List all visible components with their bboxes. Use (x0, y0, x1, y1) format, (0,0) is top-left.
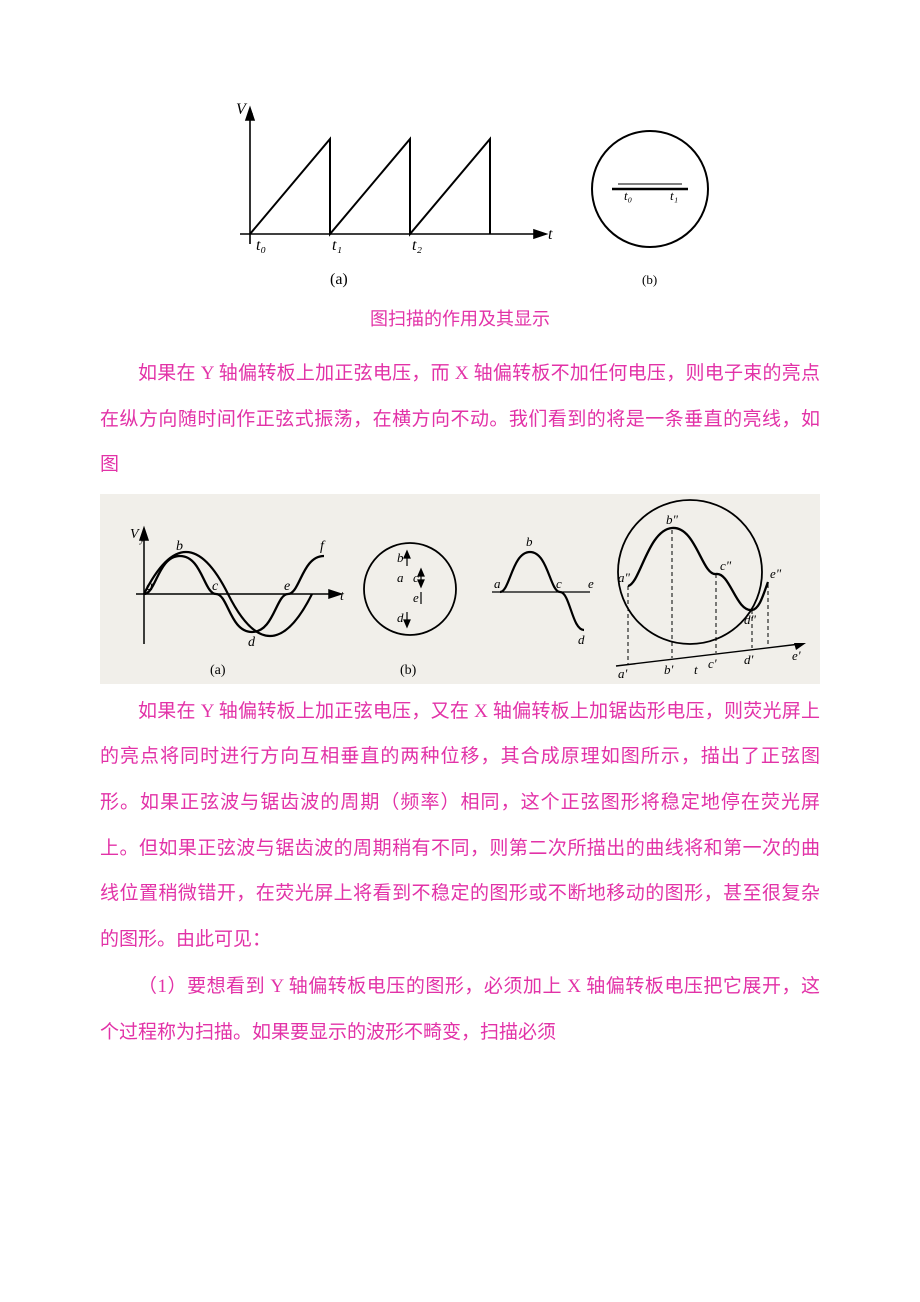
svg-text:(a): (a) (330, 271, 348, 288)
svg-text:t₁: t₁ (332, 237, 342, 254)
svg-text:y: y (139, 534, 145, 545)
svg-text:b: b (397, 550, 404, 565)
svg-text:d: d (578, 632, 585, 647)
figure-1: V x t₀ t₁ t₂ t (a) t₀ t₁ (b) (100, 80, 820, 299)
svg-text:V: V (236, 101, 248, 118)
svg-text:e: e (284, 579, 290, 594)
svg-text:d: d (397, 610, 404, 625)
svg-text:d": d" (744, 612, 757, 627)
svg-text:a": a" (618, 570, 631, 585)
svg-text:b": b" (666, 512, 679, 527)
svg-text:t: t (694, 662, 698, 677)
svg-text:b: b (526, 534, 533, 549)
svg-text:d: d (248, 635, 256, 650)
svg-text:e: e (413, 590, 419, 605)
svg-text:c: c (413, 570, 419, 585)
svg-text:(a): (a) (210, 663, 226, 678)
svg-text:t₁: t₁ (670, 188, 678, 203)
svg-text:x: x (247, 109, 253, 121)
figure-2: Vy a b c d e f t (a) b a c e d (100, 490, 820, 689)
svg-text:(b): (b) (400, 663, 417, 678)
svg-text:e': e' (792, 648, 801, 663)
svg-text:c: c (212, 579, 219, 594)
figure-2-svg: Vy a b c d e f t (a) b a c e d (100, 494, 820, 684)
svg-text:V: V (130, 527, 140, 542)
paragraph-3: （1）要想看到 Y 轴偏转板电压的图形，必须加上 X 轴偏转板电压把它展开，这个… (100, 964, 820, 1055)
svg-text:t₀: t₀ (256, 237, 266, 254)
svg-text:(b): (b) (642, 272, 657, 287)
svg-text:a: a (494, 576, 501, 591)
svg-text:e: e (588, 576, 594, 591)
svg-text:a: a (146, 579, 153, 594)
figure-1-caption: 图扫描的作用及其显示 (100, 305, 820, 331)
paragraph-1: 如果在 Y 轴偏转板上加正弦电压，而 X 轴偏转板不加任何电压，则电子束的亮点在… (100, 351, 820, 488)
svg-text:c": c" (720, 558, 732, 573)
svg-text:t₂: t₂ (412, 237, 422, 254)
svg-text:b: b (176, 539, 183, 554)
svg-text:b': b' (664, 662, 674, 677)
svg-text:c: c (556, 576, 562, 591)
svg-text:a': a' (618, 666, 628, 681)
svg-text:t₀: t₀ (624, 188, 632, 203)
paragraph-2: 如果在 Y 轴偏转板上加正弦电压，又在 X 轴偏转板上加锯齿形电压，则荧光屏上的… (100, 689, 820, 963)
svg-text:e": e" (770, 566, 782, 581)
svg-text:c': c' (708, 656, 717, 671)
svg-text:t: t (548, 226, 553, 243)
svg-text:d': d' (744, 652, 754, 667)
figure-1-svg: V x t₀ t₁ t₂ t (a) t₀ t₁ (b) (180, 84, 740, 294)
svg-text:a: a (397, 570, 404, 585)
